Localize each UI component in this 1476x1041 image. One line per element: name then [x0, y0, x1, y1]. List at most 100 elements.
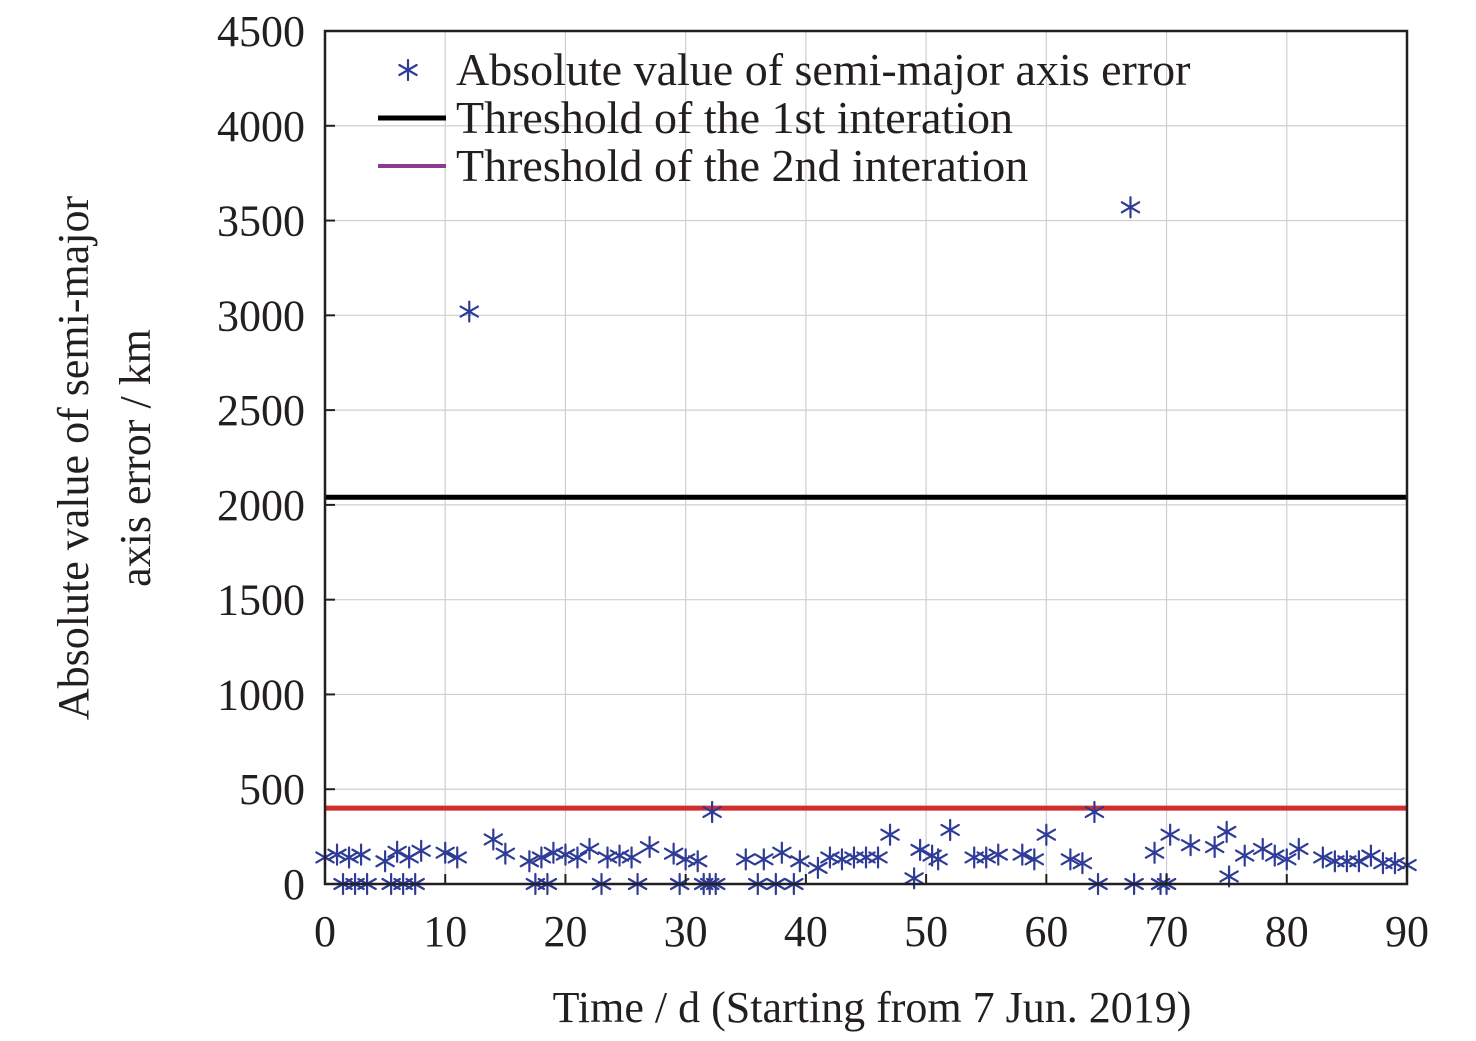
- data-point: [904, 867, 924, 890]
- y-tick-label: 500: [239, 765, 305, 814]
- y-tick-label: 0: [283, 860, 305, 909]
- data-point: [597, 846, 618, 869]
- threshold-lines: [325, 494, 1407, 811]
- y-tick-label: 1000: [217, 670, 305, 719]
- data-point: [856, 846, 876, 869]
- data-point: [1277, 848, 1297, 871]
- legend-asterisk-marker: [398, 58, 418, 82]
- data-point: [1264, 844, 1285, 867]
- y-tick-label: 2500: [217, 386, 305, 435]
- y-tick-label: 2000: [217, 481, 305, 530]
- data-point: [1216, 820, 1237, 843]
- data-point: [868, 846, 888, 869]
- data-point: [399, 846, 419, 869]
- legend: Absolute value of semi-major axis error …: [378, 44, 1191, 191]
- y-tick-label: 3000: [217, 291, 305, 340]
- data-point: [639, 835, 660, 859]
- data-point: [675, 848, 696, 871]
- data-point: [351, 843, 371, 866]
- data-point: [1060, 848, 1081, 871]
- data-point: [687, 850, 708, 873]
- x-axis-title: Time / d (Starting from 7 Jun. 2019): [553, 983, 1192, 1032]
- x-tick-label: 0: [314, 907, 336, 956]
- data-point: [1084, 800, 1105, 824]
- data-point: [1289, 837, 1309, 861]
- data-point: [736, 848, 756, 871]
- legend-label-threshold-2nd: Threshold of the 2nd interation: [456, 140, 1028, 191]
- x-tick-label: 20: [543, 907, 587, 956]
- data-point: [754, 848, 774, 871]
- data-point: [555, 843, 576, 866]
- x-tick-label: 10: [423, 907, 467, 956]
- data-point: [820, 846, 840, 869]
- y-tick-label: 4000: [217, 102, 305, 151]
- grid-lines: [325, 31, 1407, 884]
- x-tick-label: 80: [1265, 907, 1309, 956]
- x-tick-label: 70: [1145, 907, 1189, 956]
- data-point: [772, 841, 792, 864]
- data-point: [609, 844, 630, 867]
- data-point: [880, 823, 900, 846]
- data-point: [1204, 835, 1225, 859]
- data-point: [940, 818, 960, 842]
- plot-frame: [323, 29, 1409, 886]
- data-point: [663, 842, 684, 865]
- x-tick-labels: 0 10 20 30 40 50 60 70 80 90: [314, 874, 1429, 956]
- data-point: [1349, 850, 1369, 873]
- x-tick-label: 50: [904, 907, 948, 956]
- data-point: [808, 856, 828, 879]
- x-tick-label: 30: [664, 907, 708, 956]
- x-tick-label: 90: [1385, 907, 1429, 956]
- data-point: [988, 843, 1009, 866]
- y-tick-labels: 0 500 1000 1500 2000 2500 3000 3500 4000 4500: [217, 7, 335, 909]
- data-point: [832, 848, 852, 871]
- data-point: [844, 846, 864, 869]
- y-tick-label: 4500: [217, 7, 305, 56]
- y-tick-label: 3500: [217, 197, 305, 246]
- data-point: [1180, 834, 1201, 857]
- data-point: [495, 842, 516, 865]
- data-point: [1252, 837, 1273, 861]
- y-axis-title-line-1: Absolute value of semi-major: [49, 196, 98, 721]
- data-point: [1012, 843, 1033, 866]
- data-point: [1373, 852, 1393, 875]
- data-point: [1160, 823, 1180, 846]
- data-point: [702, 800, 722, 824]
- data-point: [483, 828, 504, 851]
- legend-asterisk: [398, 58, 418, 82]
- data-point: [519, 850, 540, 873]
- data-point: [435, 841, 455, 864]
- x-tick-label: 40: [784, 907, 828, 956]
- data-point: [976, 846, 996, 869]
- x-tick-label: 60: [1024, 907, 1068, 956]
- data-point: [579, 837, 600, 861]
- data-point: [1313, 846, 1333, 869]
- data-point: [1072, 852, 1093, 875]
- data-point: [1144, 841, 1165, 864]
- data-point: [375, 850, 395, 873]
- data-point: [1120, 196, 1141, 219]
- data-point: [1361, 844, 1381, 867]
- data-point: [928, 848, 948, 871]
- y-tick-label: 1500: [217, 576, 305, 625]
- data-point: [543, 841, 564, 864]
- data-point: [567, 846, 588, 869]
- data-point: [1385, 852, 1405, 875]
- data-points: [315, 196, 1417, 896]
- data-point: [459, 300, 480, 323]
- data-point: [964, 846, 984, 869]
- legend-label-abs-error: Absolute value of semi-major axis error: [456, 44, 1191, 95]
- data-point: [339, 846, 359, 869]
- data-point: [327, 843, 347, 866]
- data-point: [1234, 844, 1255, 867]
- data-point: [447, 846, 468, 869]
- data-point: [531, 846, 552, 869]
- y-axis-title-line-2: axis error / km: [111, 329, 160, 587]
- data-point: [621, 846, 642, 869]
- data-point: [411, 839, 431, 862]
- data-point: [1024, 848, 1045, 871]
- data-point: [790, 850, 810, 873]
- data-point: [1337, 850, 1357, 873]
- legend-label-threshold-1st: Threshold of the 1st interation: [456, 92, 1013, 143]
